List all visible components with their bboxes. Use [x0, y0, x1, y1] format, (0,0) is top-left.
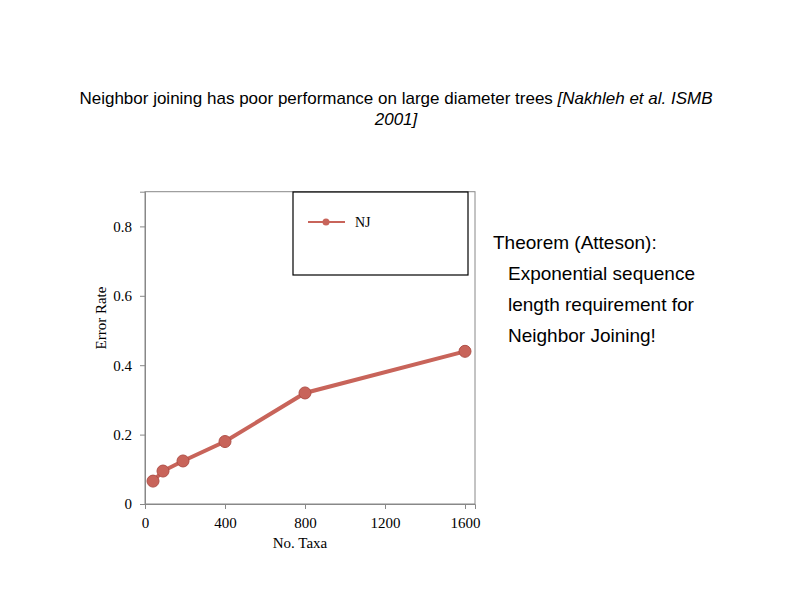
y-axis-line	[140, 192, 146, 504]
y-tick-label: 0.6	[113, 288, 132, 304]
chart: 0 400 800 1200 1600 0 0.2 0.4 0.6 0.8 No. Taxa Erro…	[0, 0, 792, 612]
x-axis: 0 400 800 1200 1600	[142, 504, 481, 531]
y-tick-mark	[140, 435, 145, 436]
data-point	[459, 345, 471, 357]
x-tick: 0	[142, 504, 150, 531]
y-tick-mark	[140, 296, 145, 297]
data-point	[219, 436, 231, 448]
y-axis: 0 0.2 0.4 0.6 0.8	[113, 192, 145, 512]
y-tick: 0.4	[113, 358, 145, 374]
title: Neighbor joining has poor performance on…	[66, 88, 726, 130]
x-axis-title: No. Taxa	[273, 535, 328, 551]
plot-area	[147, 345, 471, 487]
x-tick-mark	[385, 504, 386, 509]
x-tick-label: 1600	[451, 515, 481, 531]
y-tick-mark	[140, 365, 145, 366]
y-tick-label: 0.4	[113, 358, 132, 374]
x-axis-line	[146, 505, 476, 510]
y-tick: 0.8	[113, 219, 145, 235]
x-tick: 400	[214, 504, 237, 531]
data-point	[177, 455, 189, 467]
x-tick-label: 0	[142, 515, 150, 531]
y-tick: 0	[125, 496, 146, 512]
legend-marker	[323, 219, 330, 226]
x-tick-label: 1200	[371, 515, 401, 531]
y-tick-mark	[140, 226, 145, 227]
x-tick: 1200	[371, 504, 401, 531]
x-tick-mark	[465, 504, 466, 509]
data-point	[299, 387, 311, 399]
y-tick-label: 0.2	[113, 427, 132, 443]
y-tick: 0.6	[113, 288, 145, 304]
legend: NJ	[293, 192, 468, 275]
x-tick-label: 800	[294, 515, 317, 531]
title-text: Neighbor joining has poor performance on…	[79, 89, 552, 108]
y-tick-label: 0	[125, 496, 133, 512]
x-tick-mark	[305, 504, 306, 509]
y-tick: 0.2	[113, 427, 145, 443]
x-tick: 1600	[451, 504, 481, 531]
legend-box	[293, 192, 468, 275]
y-tick-label: 0.8	[113, 219, 132, 235]
data-point	[157, 465, 169, 477]
annotation: Theorem (Atteson): Exponential sequence …	[493, 227, 733, 351]
series-line	[153, 351, 465, 481]
plot-frame	[145, 192, 475, 504]
data-point	[147, 475, 159, 487]
y-axis-title: Error Rate	[93, 286, 109, 349]
y-tick-mark	[140, 504, 145, 505]
legend-label: NJ	[355, 215, 371, 230]
x-tick: 800	[294, 504, 317, 531]
x-tick-label: 400	[214, 515, 237, 531]
annotation-text: Theorem (Atteson): Exponential sequence …	[508, 227, 733, 351]
x-tick-mark	[225, 504, 226, 509]
